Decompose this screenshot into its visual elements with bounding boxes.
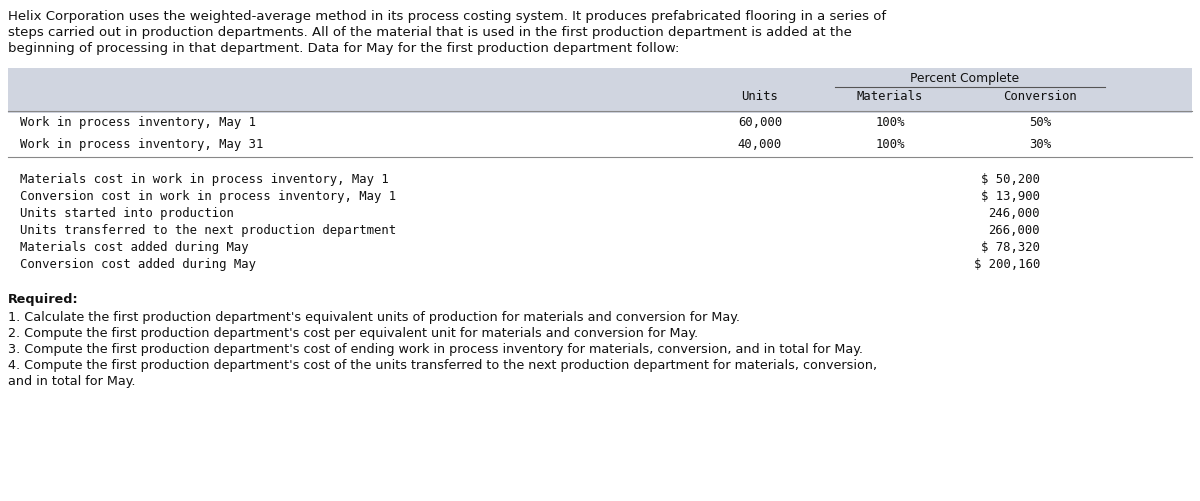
- Text: 40,000: 40,000: [738, 138, 782, 151]
- Text: Conversion: Conversion: [1003, 90, 1076, 103]
- Text: and in total for May.: and in total for May.: [8, 375, 136, 388]
- Text: Work in process inventory, May 31: Work in process inventory, May 31: [20, 138, 263, 151]
- Text: $ 78,320: $ 78,320: [982, 241, 1040, 254]
- Text: 60,000: 60,000: [738, 116, 782, 129]
- Text: Materials cost in work in process inventory, May 1: Materials cost in work in process invent…: [20, 173, 389, 186]
- Text: 30%: 30%: [1028, 138, 1051, 151]
- Text: steps carried out in production departments. All of the material that is used in: steps carried out in production departme…: [8, 26, 852, 39]
- Text: Work in process inventory, May 1: Work in process inventory, May 1: [20, 116, 256, 129]
- Bar: [8, 68, 1192, 157]
- Text: 100%: 100%: [875, 138, 905, 151]
- Text: Helix Corporation uses the weighted-average method in its process costing system: Helix Corporation uses the weighted-aver…: [8, 10, 886, 23]
- Text: 246,000: 246,000: [989, 207, 1040, 220]
- Text: Units transferred to the next production department: Units transferred to the next production…: [20, 224, 396, 237]
- Text: Materials: Materials: [857, 90, 923, 103]
- Bar: [8, 135, 1192, 157]
- Text: Materials cost added during May: Materials cost added during May: [20, 241, 248, 254]
- Text: Units: Units: [742, 90, 779, 103]
- Text: 100%: 100%: [875, 116, 905, 129]
- Text: Conversion cost added during May: Conversion cost added during May: [20, 258, 256, 271]
- Text: Percent Complete: Percent Complete: [911, 72, 1020, 85]
- Text: Units started into production: Units started into production: [20, 207, 234, 220]
- Text: Conversion cost in work in process inventory, May 1: Conversion cost in work in process inven…: [20, 190, 396, 203]
- Text: $ 200,160: $ 200,160: [973, 258, 1040, 271]
- Text: 4. Compute the first production department's cost of the units transferred to th: 4. Compute the first production departme…: [8, 359, 877, 372]
- Text: $ 13,900: $ 13,900: [982, 190, 1040, 203]
- Text: 2. Compute the first production department's cost per equivalent unit for materi: 2. Compute the first production departme…: [8, 327, 698, 340]
- Text: 1. Calculate the first production department's equivalent units of production fo: 1. Calculate the first production depart…: [8, 311, 740, 324]
- Bar: [8, 113, 1192, 135]
- Text: Required:: Required:: [8, 293, 79, 306]
- Text: beginning of processing in that department. Data for May for the first productio: beginning of processing in that departme…: [8, 42, 679, 55]
- Text: 3. Compute the first production department's cost of ending work in process inve: 3. Compute the first production departme…: [8, 343, 863, 356]
- Text: 50%: 50%: [1028, 116, 1051, 129]
- Text: $ 50,200: $ 50,200: [982, 173, 1040, 186]
- Text: 266,000: 266,000: [989, 224, 1040, 237]
